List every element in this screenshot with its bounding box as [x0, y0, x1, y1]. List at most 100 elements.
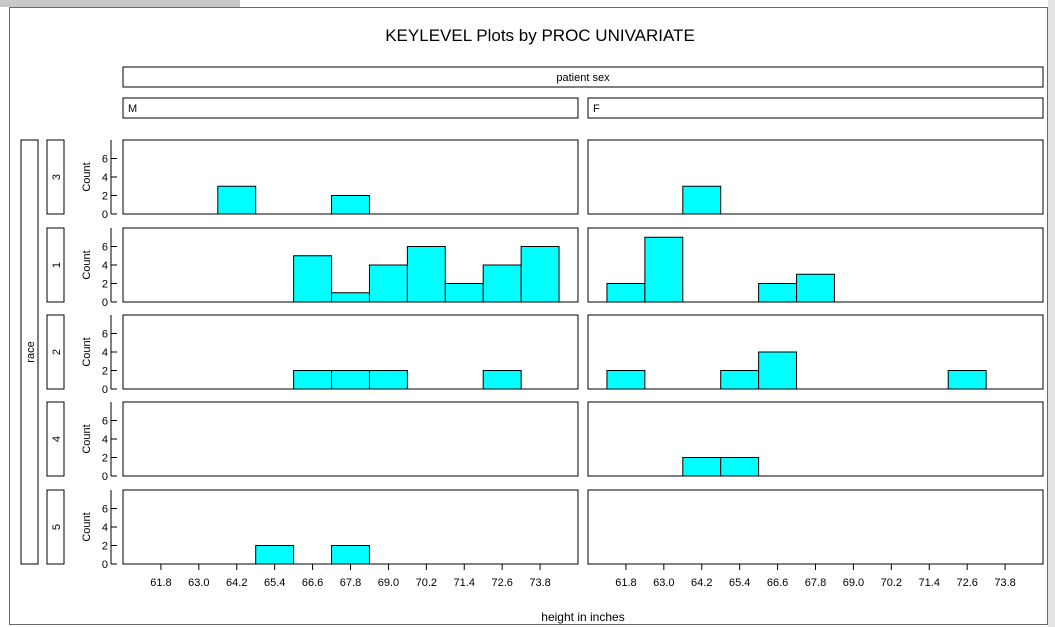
- y-axis-label: Count: [81, 512, 93, 541]
- y-tick-label: 2: [102, 279, 108, 291]
- column-header-label: patient sex: [556, 72, 610, 84]
- row-header-label: race: [25, 341, 37, 362]
- histogram-bar: [293, 370, 333, 390]
- panel-F-2: [587, 314, 1044, 390]
- row-level-label-5: 5: [51, 524, 63, 530]
- panel-F-3: [587, 139, 1044, 215]
- histogram-bar: [682, 185, 722, 215]
- column-label-f: F: [593, 103, 600, 115]
- x-tick-label: 65.4: [264, 577, 285, 589]
- histogram-bar: [644, 236, 684, 303]
- x-tick-label: 65.4: [729, 577, 750, 589]
- y-axis-label: Count: [81, 337, 93, 366]
- x-tick-label: 69.0: [843, 577, 864, 589]
- x-tick-label: 63.0: [653, 577, 674, 589]
- column-label-box-f: [587, 97, 1044, 119]
- histogram-bar: [758, 283, 798, 303]
- x-tick-label: 64.2: [226, 577, 247, 589]
- y-tick-label: 6: [102, 416, 108, 428]
- y-tick-label: 4: [102, 522, 108, 534]
- x-tick-label: 70.2: [881, 577, 902, 589]
- row-level-box-4: [46, 401, 65, 477]
- column-label-m: M: [128, 103, 137, 115]
- histogram-bar: [331, 195, 370, 215]
- histogram-bar: [331, 292, 370, 303]
- panel-F-5: [587, 489, 1044, 565]
- histogram-bar: [217, 185, 257, 215]
- row-level-box-5: [46, 489, 65, 565]
- y-tick-label: 6: [102, 329, 108, 341]
- x-tick-label: 73.8: [529, 577, 550, 589]
- histogram-bar: [368, 264, 408, 303]
- histogram-bar: [331, 545, 370, 565]
- row-level-box-1: [46, 227, 65, 303]
- x-tick-label: 70.2: [416, 577, 437, 589]
- y-tick-label: 4: [102, 260, 108, 272]
- y-tick-label: 4: [102, 434, 108, 446]
- histogram-bar: [606, 283, 646, 303]
- histogram-bar: [682, 457, 722, 477]
- x-tick-label: 61.8: [615, 577, 636, 589]
- row-level-box-3: [46, 139, 65, 215]
- y-tick-label: 4: [102, 172, 108, 184]
- y-tick-label: 0: [102, 471, 108, 483]
- histogram-bar: [406, 246, 446, 303]
- histogram-bar: [444, 283, 484, 303]
- column-header-box: [122, 66, 1044, 88]
- histogram-bar: [331, 370, 370, 390]
- y-tick-label: 2: [102, 541, 108, 553]
- x-tick-label: 64.2: [691, 577, 712, 589]
- y-axis-label: Count: [81, 162, 93, 191]
- y-tick-label: 0: [102, 559, 108, 571]
- histogram-bar: [482, 370, 522, 390]
- row-level-box-2: [46, 314, 65, 390]
- x-tick-label: 67.8: [805, 577, 826, 589]
- y-tick-label: 2: [102, 453, 108, 465]
- chart-title: KEYLEVEL Plots by PROC UNIVARIATE: [385, 26, 695, 45]
- x-tick-label: 73.8: [994, 577, 1015, 589]
- y-tick-label: 6: [102, 154, 108, 166]
- row-level-label-1: 1: [51, 262, 63, 268]
- y-tick-label: 2: [102, 366, 108, 378]
- row-level-label-3: 3: [51, 174, 63, 180]
- histogram-bar: [293, 255, 333, 303]
- histogram-bar: [720, 370, 760, 390]
- panel-M-4: [122, 401, 579, 477]
- row-level-label-2: 2: [51, 349, 63, 355]
- y-tick-label: 0: [102, 209, 108, 221]
- row-level-label-4: 4: [51, 436, 63, 442]
- histogram-bar: [368, 370, 408, 390]
- x-tick-label: 61.8: [150, 577, 171, 589]
- window-top-strip: [0, 0, 240, 7]
- x-tick-label: 63.0: [188, 577, 209, 589]
- y-tick-label: 2: [102, 191, 108, 203]
- y-tick-label: 6: [102, 242, 108, 254]
- y-tick-label: 6: [102, 504, 108, 516]
- histogram-bar: [520, 246, 560, 303]
- x-tick-label: 71.4: [919, 577, 940, 589]
- x-axis-label: height in inches: [541, 610, 624, 624]
- y-tick-label: 4: [102, 347, 108, 359]
- window-right-edge: [1048, 0, 1055, 627]
- y-tick-label: 0: [102, 297, 108, 309]
- panel-F-4: [587, 401, 1044, 477]
- x-tick-label: 66.6: [767, 577, 788, 589]
- column-label-box-m: [122, 97, 579, 119]
- histogram-bar: [758, 351, 798, 390]
- histogram-bar: [796, 273, 835, 303]
- x-tick-label: 72.6: [956, 577, 977, 589]
- histogram-bar: [606, 370, 646, 390]
- x-tick-label: 67.8: [340, 577, 361, 589]
- y-tick-label: 0: [102, 384, 108, 396]
- x-tick-label: 72.6: [491, 577, 512, 589]
- row-header-box: [20, 139, 39, 565]
- y-axis-label: Count: [81, 250, 93, 279]
- y-axis-label: Count: [81, 424, 93, 453]
- x-tick-label: 66.6: [302, 577, 323, 589]
- histogram-bar: [720, 457, 760, 477]
- histogram-bar: [947, 370, 987, 390]
- x-tick-label: 69.0: [378, 577, 399, 589]
- histogram-bar: [255, 545, 295, 565]
- histogram-bar: [482, 264, 522, 303]
